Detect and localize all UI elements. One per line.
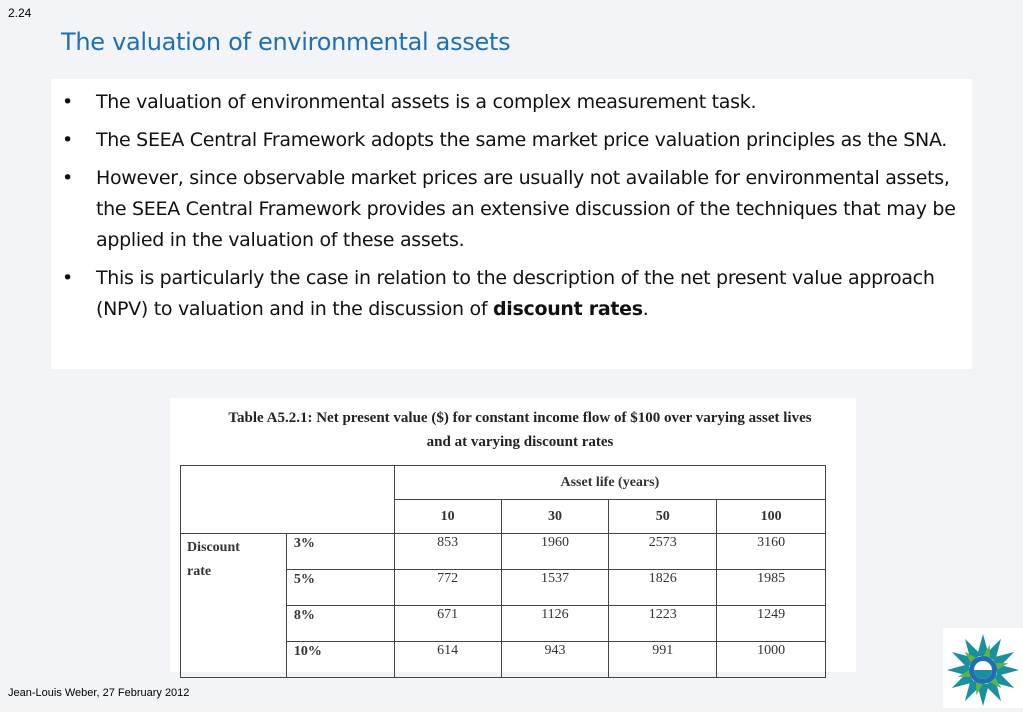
bullet-text: This is particularly the case in relatio… bbox=[96, 267, 935, 320]
table-caption: Table A5.2.1: Net present value ($) for … bbox=[170, 406, 870, 454]
bullet-icon: • bbox=[62, 129, 73, 151]
bullet-item: • The valuation of environmental assets … bbox=[51, 87, 960, 118]
value-cell: 1537 bbox=[500, 569, 610, 606]
slide-number: 2.24 bbox=[8, 6, 32, 20]
bullet-list: • The valuation of environmental assets … bbox=[51, 79, 972, 325]
bullet-box: • The valuation of environmental assets … bbox=[51, 79, 972, 369]
value-cell: 671 bbox=[393, 605, 502, 642]
bullet-text-end: . bbox=[642, 298, 649, 320]
bullet-text: The SEEA Central Framework adopts the sa… bbox=[96, 129, 948, 151]
table-row: 10% 614 943 991 1000 bbox=[181, 641, 826, 678]
bullet-icon: • bbox=[62, 167, 73, 189]
value-cell: 1249 bbox=[716, 605, 826, 642]
seea-sun-logo-icon bbox=[943, 628, 1023, 708]
rate-cell: 3% bbox=[285, 533, 395, 570]
value-cell: 991 bbox=[608, 641, 718, 678]
rate-cell: 10% bbox=[285, 641, 395, 678]
value-cell: 1000 bbox=[716, 641, 826, 678]
table-panel: Table A5.2.1: Net present value ($) for … bbox=[170, 398, 856, 678]
value-cell: 853 bbox=[393, 533, 502, 570]
table-row: 5% 772 1537 1826 1985 bbox=[181, 569, 826, 606]
slide-title: The valuation of environmental assets bbox=[61, 28, 511, 56]
value-cell: 772 bbox=[393, 569, 502, 606]
value-cell: 2573 bbox=[608, 533, 718, 570]
column-header: 30 bbox=[500, 499, 610, 534]
bullet-item: • This is particularly the case in relat… bbox=[51, 263, 960, 325]
value-cell: 1826 bbox=[608, 569, 718, 606]
discount-rate-label-text: Discount rate bbox=[187, 540, 240, 579]
asset-life-header: Asset life (years) bbox=[393, 465, 827, 500]
value-cell: 1223 bbox=[608, 605, 718, 642]
column-header: 10 bbox=[393, 499, 502, 534]
discount-rate-label: Discount rate bbox=[180, 533, 287, 678]
table-row: Discount rate 3% 853 1960 2573 3160 bbox=[180, 533, 826, 678]
value-cell: 1126 bbox=[500, 605, 610, 642]
logo-graphic bbox=[947, 634, 1019, 706]
bullet-item: • However, since observable market price… bbox=[51, 163, 960, 256]
table-caption-line-1: Table A5.2.1: Net present value ($) for … bbox=[228, 410, 812, 426]
value-cell: 614 bbox=[393, 641, 502, 678]
npv-table: Asset life (years) 10 30 50 100 Discount… bbox=[180, 465, 827, 678]
bullet-text: The valuation of environmental assets is… bbox=[96, 91, 757, 113]
value-cell: 1960 bbox=[500, 533, 610, 570]
column-header: 100 bbox=[716, 499, 826, 534]
bullet-text-start: This is particularly the case in relatio… bbox=[96, 267, 935, 320]
bullet-item: • The SEEA Central Framework adopts the … bbox=[51, 125, 960, 156]
value-cell: 943 bbox=[500, 641, 610, 678]
table-header-row: Asset life (years) bbox=[180, 465, 827, 534]
footer-credit: Jean-Louis Weber, 27 February 2012 bbox=[8, 687, 190, 699]
column-header: 50 bbox=[608, 499, 718, 534]
table-caption-line-2: and at varying discount rates bbox=[426, 434, 614, 450]
table-column-row: 10 30 50 100 bbox=[181, 499, 826, 534]
value-cell: 1985 bbox=[716, 569, 826, 606]
value-cell: 3160 bbox=[716, 533, 826, 570]
bullet-text: However, since observable market prices … bbox=[96, 167, 956, 251]
rate-cell: 5% bbox=[285, 569, 395, 606]
bullet-icon: • bbox=[62, 267, 73, 289]
bullet-icon: • bbox=[62, 91, 73, 113]
rate-cell: 8% bbox=[285, 605, 395, 642]
table-corner-cell bbox=[180, 465, 395, 534]
discount-rates-emphasis: discount rates bbox=[492, 298, 643, 320]
